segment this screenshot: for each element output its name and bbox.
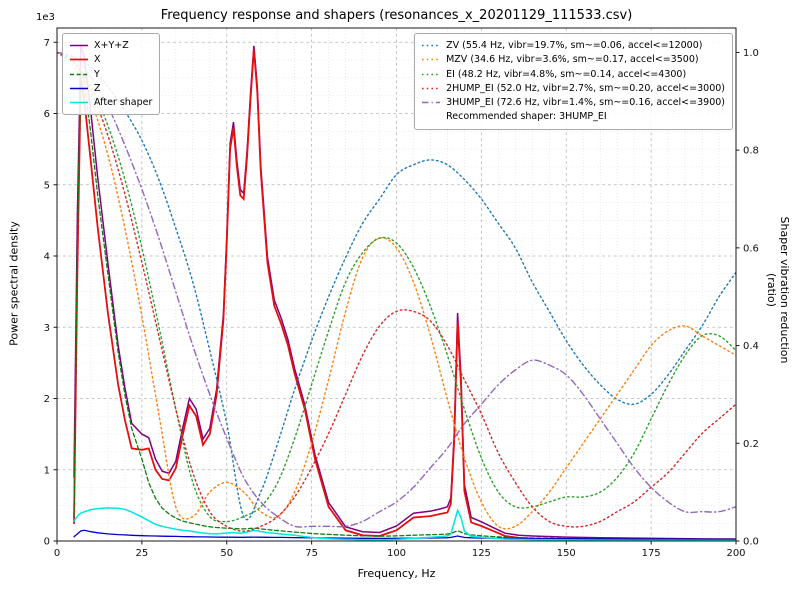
y-left-tick-label: 3 [44, 323, 50, 334]
legend-label: 2HUMP_EI (52.0 Hz, vibr=2.7%, sm~=0.20, … [446, 82, 725, 94]
x-tick-label: 0 [54, 548, 60, 559]
legend-line-sample [70, 44, 88, 47]
legend-psd: X+Y+Z X Y Z After shaper [62, 33, 161, 116]
curve-x [73, 49, 736, 541]
curves [57, 45, 736, 541]
x-tick-label: 125 [472, 548, 491, 559]
y-right-tick-label: 0.0 [743, 537, 759, 548]
y-left-tick-label: 0 [44, 537, 50, 548]
x-tick-label: 75 [305, 548, 318, 559]
y-right-tick-label: 0.8 [743, 146, 759, 157]
curve-y [73, 70, 736, 541]
legend-label: After shaper [94, 97, 153, 109]
legend-entry: Y [69, 68, 152, 81]
legend-line-sample [422, 73, 441, 75]
x-axis-label: Frequency, Hz [357, 567, 436, 580]
y-left-tick-label: 5 [44, 180, 50, 191]
curve-2hump_ei [57, 51, 736, 532]
legend-line-sample [422, 101, 441, 104]
x-tick-label: 50 [220, 548, 233, 559]
legend-entry: Recommended shaper: 3HUMP_EI [421, 110, 725, 123]
x-tick-label: 175 [642, 548, 661, 559]
legend-entry: X+Y+Z [69, 39, 152, 52]
x-tick-label: 200 [726, 548, 745, 559]
legend-line-sample [70, 87, 88, 90]
y-left-tick-label: 6 [44, 109, 50, 120]
x-tick-label: 25 [136, 548, 149, 559]
legend-line-sample [70, 101, 88, 104]
legend-label: X [94, 54, 101, 66]
legend-entry: 2HUMP_EI (52.0 Hz, vibr=2.7%, sm~=0.20, … [421, 82, 725, 95]
curve-ei [57, 51, 736, 523]
curve-zv [57, 51, 736, 521]
legend-label: Y [94, 68, 100, 80]
legend-label: ZV (55.4 Hz, vibr=19.7%, sm~=0.06, accel… [446, 40, 703, 51]
legend-entry: X [69, 53, 152, 66]
y-right-tick-label: 0.2 [743, 439, 759, 450]
legend-entry: 3HUMP_EI (72.6 Hz, vibr=1.4%, sm~=0.16, … [421, 96, 725, 109]
legend-line-sample [422, 44, 441, 47]
y-axis-label-right: Shaper vibration reduction (ratio) [765, 216, 791, 364]
legend-entry: MZV (34.6 Hz, vibr=3.6%, sm~=0.17, accel… [421, 53, 725, 66]
curve-3hump_ei [57, 51, 736, 528]
legend-line-sample [422, 59, 441, 61]
y-left-tick-label: 1 [44, 465, 50, 476]
legend-entry: After shaper [69, 96, 152, 109]
x-tick-label: 150 [557, 548, 576, 559]
legend-line-sample [422, 87, 441, 90]
curve-z [73, 529, 736, 541]
y-left-tick-label: 7 [44, 38, 50, 49]
legend-shapers: ZV (55.4 Hz, vibr=19.7%, sm~=0.06, accel… [414, 33, 733, 130]
y-left-tick-label: 4 [44, 252, 50, 263]
legend-entry: Z [69, 82, 152, 95]
legend-label: Recommended shaper: 3HUMP_EI [446, 111, 607, 123]
legend-label: MZV (34.6 Hz, vibr=3.6%, sm~=0.17, accel… [446, 54, 699, 66]
legend-label: EI (48.2 Hz, vibr=4.8%, sm~=0.14, accel<… [446, 68, 687, 80]
y-axis-label-left: Power spectral density [7, 221, 21, 346]
legend-label: 3HUMP_EI (72.6 Hz, vibr=1.4%, sm~=0.16, … [446, 97, 725, 109]
legend-entry: ZV (55.4 Hz, vibr=19.7%, sm~=0.06, accel… [421, 39, 725, 52]
ticks: 0 25 50 75 100 125 150 175 200 0 1 2 3 4 5 6 7 0.0 0.2 0.4 0… [44, 38, 759, 559]
legend-spacer [421, 112, 441, 121]
legend-line-sample [70, 58, 88, 61]
y-right-tick-label: 0.6 [743, 243, 759, 254]
curve-after_shaper [73, 507, 736, 541]
legend-line-sample [70, 73, 88, 75]
legend-entry: EI (48.2 Hz, vibr=4.8%, sm~=0.14, accel<… [421, 68, 725, 81]
chart-title: Frequency response and shapers (resonanc… [160, 8, 633, 23]
x-tick-label: 100 [387, 548, 406, 559]
y-right-tick-label: 0.4 [743, 341, 759, 352]
y-right-tick-label: 1.0 [743, 48, 759, 59]
legend-label: X+Y+Z [94, 40, 129, 51]
curve-mzv [57, 51, 736, 530]
y-axis-offset-text: 1e3 [36, 12, 55, 23]
legend-label: Z [94, 82, 101, 94]
y-left-tick-label: 2 [44, 394, 50, 405]
